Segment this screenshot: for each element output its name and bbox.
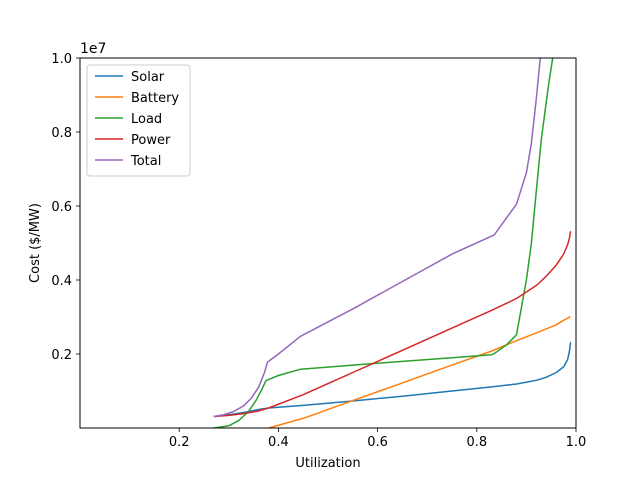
- y-tick-label: 0.2: [51, 348, 72, 363]
- legend: Solar Battery Load Power Total: [86, 64, 191, 177]
- x-axis-label: Utilization: [295, 456, 360, 471]
- legend-label: Load: [131, 112, 162, 127]
- x-tick-label: 0.8: [466, 435, 487, 450]
- y-tick-label: 0.6: [51, 200, 72, 215]
- x-tick-label: 0.4: [268, 435, 289, 450]
- y-tick-label: 0.8: [51, 126, 72, 141]
- legend-label: Power: [131, 133, 171, 148]
- legend-label: Solar: [131, 70, 165, 85]
- x-tick-label: 0.2: [169, 435, 190, 450]
- series-line-total: [213, 58, 542, 418]
- legend-box: [86, 64, 191, 177]
- legend-label: Total: [130, 154, 161, 169]
- series-line-solar: [213, 342, 572, 418]
- y-axis: 0.2 0.4 0.6 0.8 1.0: [51, 52, 80, 363]
- series-line-load: [213, 58, 554, 428]
- series-line-battery: [268, 315, 571, 428]
- y-tick-label: 0.4: [51, 274, 72, 289]
- y-tick-label: 1.0: [51, 52, 72, 67]
- x-tick-label: 1.0: [566, 435, 587, 450]
- y-offset-label: 1e7: [80, 41, 106, 57]
- series-line-power: [213, 231, 572, 418]
- x-axis: 0.2 0.4 0.6 0.8 1.0: [169, 428, 586, 450]
- x-tick-label: 0.6: [367, 435, 388, 450]
- series-layer: [213, 58, 572, 428]
- y-axis-label: Cost ($/MW): [28, 203, 43, 283]
- plot-frame: [79, 57, 577, 429]
- legend-label: Battery: [131, 91, 179, 106]
